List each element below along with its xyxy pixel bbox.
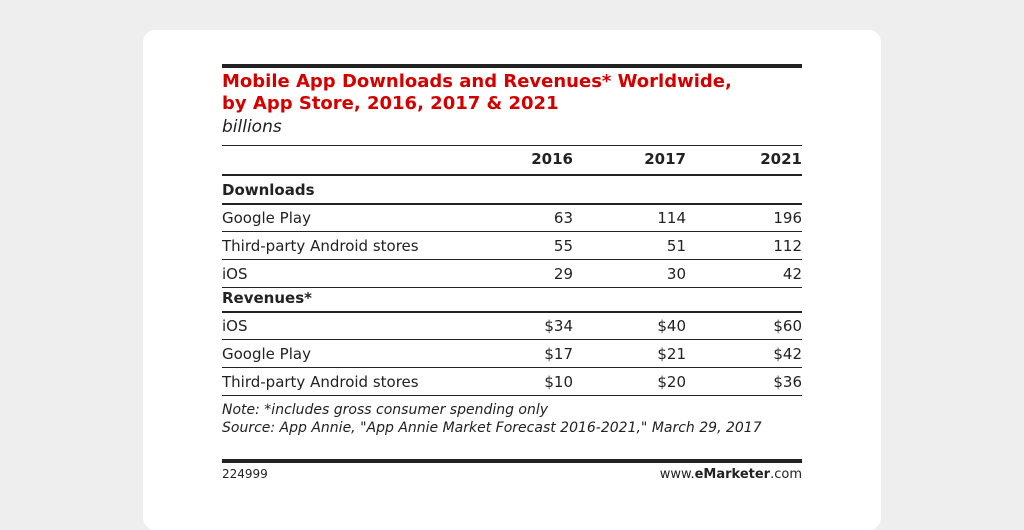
rule [222,286,802,288]
subtitle: billions [222,117,282,137]
rule [222,338,802,340]
cell-value: $42 [773,345,802,363]
cell-value: 29 [553,265,573,283]
cell-value: 112 [773,237,802,255]
brand-part: eMarketer [694,467,771,482]
cell-value: $17 [544,345,573,363]
cell-value: $21 [657,345,686,363]
brand-part: .com [770,467,802,482]
cell-value: 196 [773,209,802,227]
cell-value: 42 [782,265,802,283]
cell-value: $10 [544,373,573,391]
title: by App Store, 2016, 2017 & 2021 [222,93,559,114]
page: Mobile App Downloads and Revenues* World… [143,0,881,530]
row-label: iOS [222,317,248,335]
column-header: 2017 [644,150,686,168]
rule [222,258,802,260]
cell-value: $34 [544,317,573,335]
section-heading: Revenues* [222,289,312,307]
cell-value: $60 [773,317,802,335]
row-label: iOS [222,265,248,283]
cell-value: $20 [657,373,686,391]
column-header: 2016 [531,150,573,168]
rule [222,64,802,68]
table-card: Mobile App Downloads and Revenues* World… [222,0,802,512]
row-label: Third-party Android stores [222,237,419,255]
row-label: Google Play [222,209,311,227]
cell-value: 63 [553,209,573,227]
cell-value: 55 [553,237,573,255]
source: Source: App Annie, "App Annie Market For… [222,420,762,436]
column-header: 2021 [760,150,802,168]
row-label: Google Play [222,345,311,363]
rule [222,394,802,396]
row-label: Third-party Android stores [222,373,419,391]
rule [222,145,802,146]
card [143,30,881,530]
chart-id: 224999 [222,467,268,481]
rule [222,311,802,313]
rule [222,459,802,463]
note: Note: *includes gross consumer spending … [222,402,549,418]
rule [222,203,802,205]
cell-value: $36 [773,373,802,391]
cell-value: 51 [666,237,686,255]
cell-value: 114 [657,209,686,227]
brand: www.eMarketer.com [602,467,802,482]
title: Mobile App Downloads and Revenues* World… [222,71,732,92]
brand-part: www. [659,467,695,482]
rule [222,174,802,176]
cell-value: 30 [666,265,686,283]
section-heading: Downloads [222,181,315,199]
cell-value: $40 [657,317,686,335]
rule [222,230,802,232]
rule [222,366,802,368]
